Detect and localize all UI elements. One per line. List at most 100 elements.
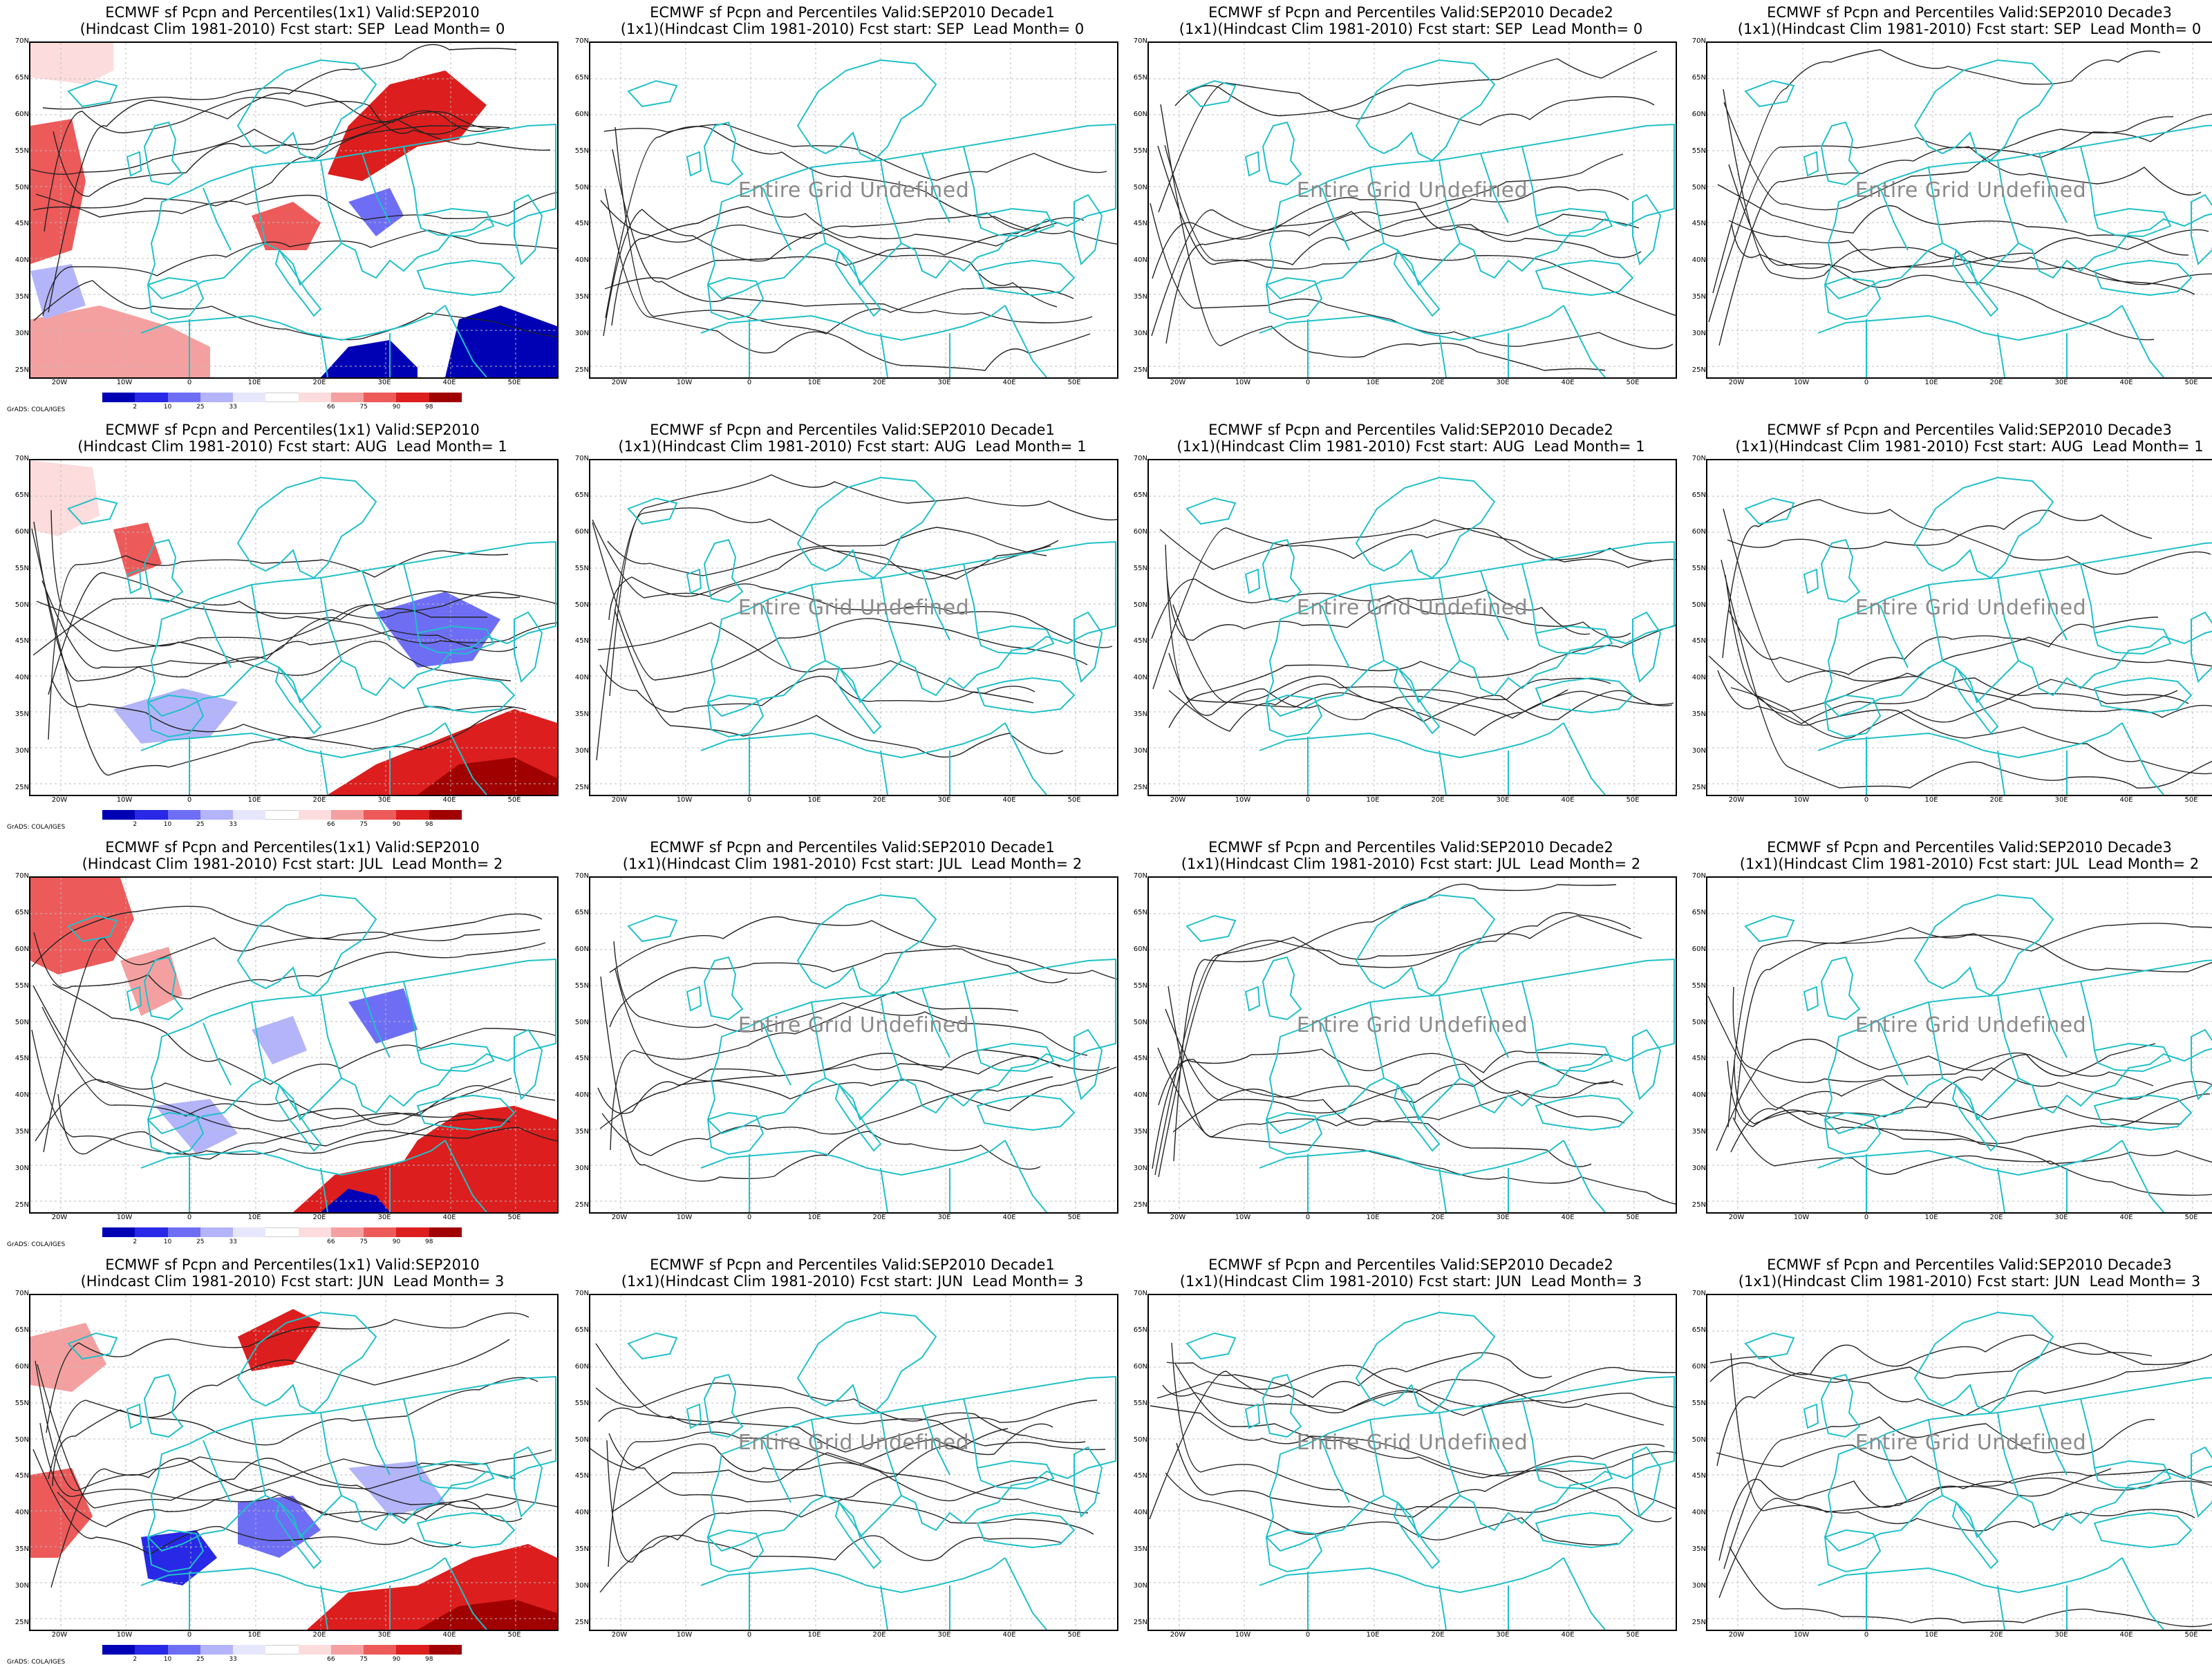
- longitude-label: 0: [187, 796, 192, 804]
- latitude-label: 40N: [574, 1091, 589, 1100]
- latitude-label: 60N: [1133, 945, 1147, 953]
- contour-line: [35, 1360, 517, 1520]
- longitude-label: 40E: [1561, 1631, 1575, 1639]
- coastline: [976, 1042, 1055, 1073]
- latitude-label: 60N: [1133, 110, 1147, 118]
- panel-title-line1: ECMWF sf Pcpn and Percentiles Valid:SEP2…: [650, 839, 1055, 856]
- coastline: [1563, 1140, 1606, 1212]
- latitude-label: 45N: [1691, 1472, 1706, 1480]
- latitude-label: 55N: [1691, 147, 1706, 155]
- latitude-label: 30N: [574, 1582, 589, 1590]
- coastline: [1632, 1446, 1662, 1518]
- coastline: [686, 151, 702, 177]
- grads-credit: GrADS: COLA/IGES: [7, 406, 66, 413]
- contour-line: [1152, 527, 1652, 690]
- coastline: [1355, 59, 1496, 162]
- percentile-shading: [321, 340, 418, 377]
- coastline: [444, 722, 487, 795]
- coastline: [416, 1094, 516, 1131]
- contour-line: [1709, 1335, 2153, 1375]
- colorbar-segment: [396, 1227, 430, 1237]
- longitude-label: 20W: [51, 1631, 68, 1639]
- colorbar-label: 98: [424, 404, 433, 411]
- decade-panel: ECMWF sf Pcpn and Percentiles Valid:SEP2…: [1683, 417, 2212, 832]
- longitude-label: 0: [187, 1631, 192, 1639]
- longitude-label: 10W: [1793, 1631, 1810, 1639]
- colorbar-label: 33: [229, 1239, 237, 1245]
- map-canvas: [30, 1295, 557, 1630]
- latitude-label: 70N: [1691, 455, 1706, 462]
- longitude-label: 50E: [1067, 1214, 1081, 1221]
- longitude-label: 20E: [1431, 1631, 1445, 1639]
- coastline: [796, 476, 937, 579]
- latitude-label: 25N: [15, 784, 29, 791]
- map-canvas: [590, 878, 1117, 1212]
- coastline: [1265, 540, 1675, 717]
- latitude-label: 35N: [1133, 1545, 1147, 1554]
- coastline: [1913, 59, 2054, 162]
- coastline: [403, 1398, 418, 1469]
- undefined-grid-message: Entire Grid Undefined: [738, 596, 970, 620]
- coastline: [274, 666, 322, 735]
- coastline: [1928, 584, 1943, 661]
- contour-line: [33, 280, 557, 341]
- latitude-label: 55N: [1133, 1399, 1147, 1407]
- coastline: [67, 79, 118, 108]
- colorbar-segment: [233, 393, 266, 402]
- map-canvas: [1149, 878, 1676, 1212]
- coastline: [834, 1500, 882, 1570]
- map-canvas: [1707, 460, 2212, 795]
- grads-credit: GrADS: COLA/IGES: [7, 1241, 66, 1248]
- map-canvas: [590, 460, 1117, 795]
- contour-line: [597, 1049, 1061, 1114]
- latitude-label: 45N: [15, 637, 29, 646]
- panel-title-line2: (1x1)(Hindcast Clim 1981-2010) Fcst star…: [1177, 438, 1645, 455]
- coastline: [2121, 305, 2164, 377]
- longitude-label: 0: [1305, 796, 1311, 804]
- contour-line: [601, 1076, 1053, 1156]
- longitude-label: 40E: [2119, 1214, 2133, 1221]
- coastline: [320, 1412, 342, 1496]
- longitude-label: 40E: [1561, 796, 1575, 804]
- contour-line: [1158, 915, 1642, 1178]
- coastline: [362, 153, 391, 223]
- coastline: [1438, 332, 1447, 377]
- latitude-label: 25N: [1691, 1619, 1706, 1626]
- latitude-label: 40N: [1133, 674, 1147, 682]
- contour-line: [590, 1423, 1053, 1472]
- latitude-label: 55N: [1133, 564, 1147, 572]
- longitude-label: 0: [187, 1214, 192, 1221]
- coastline: [1997, 1585, 2005, 1630]
- longitude-label: 50E: [1067, 796, 1081, 804]
- contour-line: [42, 87, 551, 151]
- latitude-label: 25N: [15, 366, 29, 374]
- longitude-label: 30E: [1496, 379, 1510, 386]
- contour-line: [600, 976, 1041, 1182]
- coastline: [1997, 577, 2019, 661]
- latitude-label: 25N: [1691, 1201, 1706, 1209]
- latitude-label: 50N: [15, 183, 29, 191]
- colorbar-segment: [364, 393, 397, 402]
- coastline: [700, 1557, 1006, 1594]
- coastline: [2191, 611, 2212, 683]
- latitude-label: 60N: [15, 945, 29, 953]
- contour-line: [57, 1085, 556, 1160]
- longitude-label: 40E: [442, 1631, 456, 1639]
- coastline: [627, 79, 678, 108]
- latitude-label: 70N: [15, 872, 29, 880]
- contour-line: [52, 680, 527, 739]
- coastline: [1244, 1403, 1261, 1429]
- coastline: [251, 167, 266, 244]
- contour-line: [600, 200, 1041, 243]
- contour-line: [599, 664, 1034, 713]
- contour-line: [41, 580, 521, 669]
- longitude-label: 0: [1864, 1214, 1869, 1221]
- latitude-label: 65N: [1133, 491, 1147, 499]
- map-canvas: [1149, 1295, 1676, 1630]
- colorbar-label: 90: [392, 821, 401, 828]
- coastline: [880, 1412, 902, 1496]
- coastline: [203, 1440, 232, 1503]
- latitude-label: 25N: [1133, 1201, 1147, 1209]
- monthly-panel: ECMWF sf Pcpn and Percentiles(1x1) Valid…: [6, 1252, 559, 1667]
- undefined-grid-message: Entire Grid Undefined: [1296, 178, 1528, 203]
